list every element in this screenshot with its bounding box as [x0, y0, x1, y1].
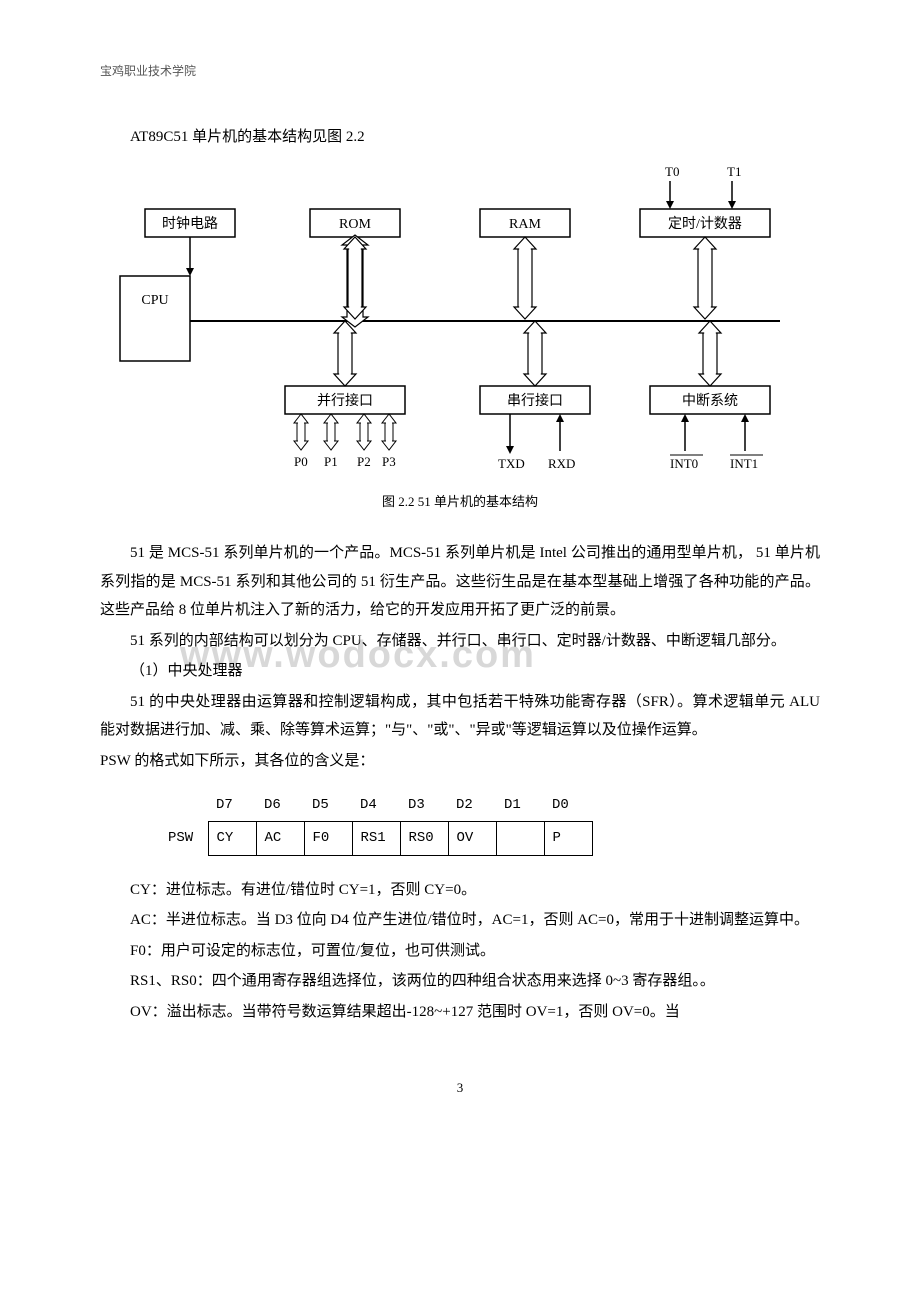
block-ram: RAM: [509, 217, 541, 232]
psw-h1: D6: [256, 790, 304, 821]
psw-h2: D5: [304, 790, 352, 821]
signal-rxd: RXD: [548, 456, 575, 471]
signal-t1: T1: [727, 164, 741, 179]
psw-c7: P: [544, 822, 592, 856]
psw-label: PSW: [160, 822, 208, 856]
signal-int0: INT0: [670, 456, 698, 471]
paragraph-4: 51 的中央处理器由运算器和控制逻辑构成，其中包括若干特殊功能寄存器（SFR）。…: [100, 688, 820, 745]
psw-c4: RS0: [400, 822, 448, 856]
psw-h4: D3: [400, 790, 448, 821]
arrow-bus-serial: [524, 321, 546, 386]
arrow-ram-bus: [514, 237, 536, 319]
psw-header-row: D7 D6 D5 D4 D3 D2 D1 D0: [160, 790, 592, 821]
paragraph-10: OV：溢出标志。当带符号数运算结果超出-128~+127 范围时 OV=1，否则…: [100, 998, 820, 1027]
signal-p3: P3: [382, 454, 396, 469]
arrow-bus-interrupt: [699, 321, 721, 386]
paragraph-5: PSW 的格式如下所示，其各位的含义是：: [100, 747, 820, 776]
signal-p0: P0: [294, 454, 308, 469]
psw-data-row: PSW CY AC F0 RS1 RS0 OV P: [160, 822, 592, 856]
paragraph-3: （1）中央处理器: [100, 657, 820, 686]
block-interrupt: 中断系统: [682, 393, 738, 409]
block-cpu: CPU: [141, 293, 168, 308]
psw-h7: D0: [544, 790, 592, 821]
psw-h6: D1: [496, 790, 544, 821]
arrow-timer-bus: [694, 237, 716, 319]
paragraph-7: AC：半进位标志。当 D3 位向 D4 位产生进位/错位时，AC=1，否则 AC…: [100, 906, 820, 935]
arrow-p2: [357, 414, 371, 450]
paragraph-1: 51 是 MCS-51 系列单片机的一个产品。MCS-51 系列单片机是 Int…: [100, 539, 820, 625]
signal-t0: T0: [665, 164, 679, 179]
diagram-caption: 图 2.2 51 单片机的基本结构: [100, 490, 820, 515]
arrow-p0: [294, 414, 308, 450]
signal-int1: INT1: [730, 456, 758, 471]
paragraph-6: CY：进位标志。有进位/错位时 CY=1，否则 CY=0。: [100, 876, 820, 905]
paragraph-2: 51 系列的内部结构可以划分为 CPU、存储器、并行口、串行口、定时器/计数器、…: [100, 627, 820, 656]
psw-h0: D7: [208, 790, 256, 821]
psw-c5: OV: [448, 822, 496, 856]
block-parallel: 并行接口: [317, 392, 373, 409]
block-clock: 时钟电路: [162, 215, 218, 232]
psw-c3: RS1: [352, 822, 400, 856]
page-header: 宝鸡职业技术学院: [100, 60, 820, 83]
paragraph-8: F0：用户可设定的标志位，可置位/复位，也可供测试。: [100, 937, 820, 966]
psw-c0: CY: [208, 822, 256, 856]
block-rom: ROM: [339, 217, 371, 232]
signal-p2: P2: [357, 454, 371, 469]
paragraph-9: RS1、RS0：四个通用寄存器组选择位，该两位的四种组合状态用来选择 0~3 寄…: [100, 967, 820, 996]
intro-line: AT89C51 单片机的基本结构见图 2.2: [100, 123, 820, 152]
arrow-p3: [382, 414, 396, 450]
arrow-bus-parallel: [334, 321, 356, 386]
block-timer: 定时/计数器: [668, 216, 742, 232]
psw-table: D7 D6 D5 D4 D3 D2 D1 D0 PSW CY AC F0 RS1…: [160, 790, 820, 855]
arrow-p1: [324, 414, 338, 450]
psw-c2: F0: [304, 822, 352, 856]
signal-txd: TXD: [498, 456, 525, 471]
psw-c1: AC: [256, 822, 304, 856]
block-diagram: T0 T1 时钟电路 ROM RAM 定时/计数器 CPU 并行接: [110, 161, 810, 482]
psw-c6: [496, 822, 544, 856]
signal-p1: P1: [324, 454, 338, 469]
block-serial: 串行接口: [507, 392, 563, 409]
psw-h5: D2: [448, 790, 496, 821]
psw-h3: D4: [352, 790, 400, 821]
page-number: 3: [100, 1076, 820, 1101]
